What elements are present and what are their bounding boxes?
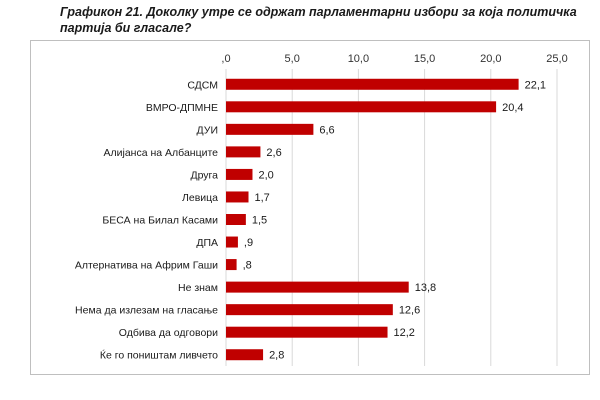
value-label: 12,2	[394, 327, 415, 339]
bar	[226, 214, 246, 225]
value-label: 22,1	[525, 79, 546, 91]
value-label: 1,5	[252, 215, 267, 227]
value-labels: 22,120,4 6,6 2,6 2,0 1,7 1,5 ,9 ,8 13,8 12,6 12,2 2…	[243, 79, 546, 361]
category-label: Не знам	[178, 282, 218, 294]
category-label: ВМРО-ДПМНЕ	[146, 102, 218, 114]
bar	[226, 191, 249, 203]
x-tick-label: 20,0	[480, 53, 501, 65]
value-label: 13,8	[415, 282, 436, 294]
x-tick-label: 5,0	[285, 53, 300, 65]
value-label: 2,8	[269, 350, 284, 362]
x-tick-label: 25,0	[546, 53, 567, 65]
value-label: 2,0	[258, 169, 273, 181]
bar	[226, 168, 253, 180]
value-label: 6,6	[319, 124, 334, 136]
bar	[226, 326, 388, 338]
category-labels: СДСМ ВМРО-ДПМНЕ ДУИ Алијанса на Албанците Др…	[75, 79, 218, 361]
bar	[226, 304, 393, 316]
bar	[226, 146, 261, 158]
chart-title: Графикон 21. Доколку утре се одржат парл…	[60, 5, 577, 35]
value-label: 20,4	[502, 102, 523, 114]
category-label: Нема да излезам на гласање	[75, 305, 218, 317]
bar	[226, 349, 264, 361]
value-label: 1,7	[255, 192, 270, 204]
bar	[226, 236, 238, 248]
bar	[226, 281, 409, 293]
category-label: СДСМ	[187, 79, 218, 91]
bar	[226, 123, 314, 135]
value-label: 12,6	[399, 305, 420, 317]
category-label: ДПА	[196, 237, 218, 249]
category-label: Алијанса на Албанците	[104, 147, 219, 159]
category-label: Левица	[182, 192, 218, 204]
value-label: 2,6	[266, 147, 281, 159]
bar	[226, 78, 519, 90]
bars	[226, 78, 519, 361]
category-label: Алтернатива на Африм Гаши	[75, 260, 218, 272]
x-tick-label: 10,0	[348, 53, 369, 65]
value-label: ,9	[244, 237, 253, 249]
value-label: ,8	[243, 260, 252, 272]
x-axis-ticks: ,0 5,0 10,0 15,0 20,0 25,0	[221, 53, 567, 65]
category-label: Одбива да одговори	[119, 327, 218, 339]
chart-frame	[30, 40, 590, 375]
category-label: ДУИ	[197, 124, 218, 136]
x-tick-label: 15,0	[414, 53, 435, 65]
category-label: БЕСА на Билал Касами	[102, 215, 218, 227]
category-label: Друга	[190, 169, 218, 181]
category-label: Ќе го поништам ливчето	[100, 349, 218, 362]
bar	[226, 259, 237, 271]
x-tick-label: ,0	[221, 53, 230, 65]
bar	[226, 101, 497, 113]
